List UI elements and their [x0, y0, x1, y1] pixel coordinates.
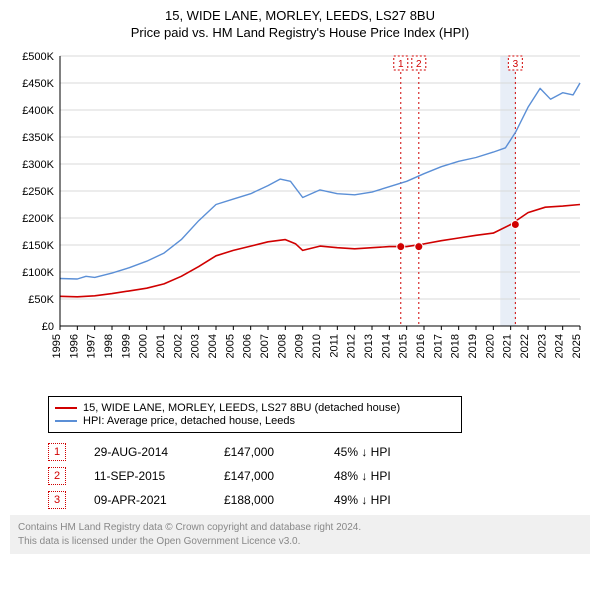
svg-text:2004: 2004	[207, 334, 219, 358]
svg-text:1996: 1996	[68, 334, 80, 358]
legend-label: HPI: Average price, detached house, Leed…	[83, 415, 295, 427]
svg-text:2001: 2001	[155, 334, 167, 358]
svg-text:1997: 1997	[86, 334, 98, 358]
svg-text:£350K: £350K	[22, 132, 54, 144]
svg-text:2008: 2008	[276, 334, 288, 358]
svg-text:2021: 2021	[502, 334, 514, 358]
event-hpi-diff: 45% ↓ HPI	[334, 445, 391, 459]
legend-label: 15, WIDE LANE, MORLEY, LEEDS, LS27 8BU (…	[83, 402, 400, 414]
event-price: £147,000	[224, 445, 334, 459]
svg-text:2019: 2019	[467, 334, 479, 358]
footer-note: Contains HM Land Registry data © Crown c…	[10, 515, 590, 554]
events-table: 1 29-AUG-2014£147,00045% ↓ HPI 2 11-SEP-201…	[48, 443, 590, 509]
event-row: 2 11-SEP-2015£147,00048% ↓ HPI	[48, 467, 590, 485]
svg-text:£200K: £200K	[22, 213, 54, 225]
footer-line1: Contains HM Land Registry data © Crown c…	[18, 521, 582, 535]
svg-text:1995: 1995	[51, 334, 63, 358]
legend-row: HPI: Average price, detached house, Leed…	[55, 415, 455, 427]
svg-text:2009: 2009	[294, 334, 306, 358]
svg-text:2024: 2024	[554, 334, 566, 358]
svg-text:£300K: £300K	[22, 159, 54, 171]
svg-text:2018: 2018	[450, 334, 462, 358]
svg-text:2015: 2015	[398, 334, 410, 358]
svg-text:2006: 2006	[242, 334, 254, 358]
page-subtitle: Price paid vs. HM Land Registry's House …	[10, 25, 590, 40]
legend-swatch	[55, 420, 77, 422]
event-price: £147,000	[224, 469, 334, 483]
event-date: 29-AUG-2014	[94, 445, 224, 459]
svg-text:2014: 2014	[380, 334, 392, 358]
svg-text:£400K: £400K	[22, 105, 54, 117]
svg-text:2: 2	[416, 59, 422, 70]
svg-text:2022: 2022	[519, 334, 531, 358]
svg-text:2011: 2011	[328, 334, 340, 358]
svg-text:2005: 2005	[224, 334, 236, 358]
event-marker-badge: 2	[48, 467, 66, 485]
svg-text:£250K: £250K	[22, 186, 54, 198]
event-marker-badge: 1	[48, 443, 66, 461]
svg-text:£50K: £50K	[28, 294, 54, 306]
svg-text:2025: 2025	[571, 334, 583, 358]
svg-text:£150K: £150K	[22, 240, 54, 252]
svg-text:2013: 2013	[363, 334, 375, 358]
svg-text:£500K: £500K	[22, 51, 54, 63]
svg-text:2000: 2000	[138, 334, 150, 358]
svg-text:2012: 2012	[346, 334, 358, 358]
svg-text:1: 1	[398, 59, 404, 70]
event-price: £188,000	[224, 493, 334, 507]
line-chart: £0 £50K £100K £150K £200K £250K £300K £350K £400…	[10, 46, 590, 386]
event-row: 1 29-AUG-2014£147,00045% ↓ HPI	[48, 443, 590, 461]
svg-text:2016: 2016	[415, 334, 427, 358]
svg-text:1999: 1999	[120, 334, 132, 358]
svg-text:£100K: £100K	[22, 267, 54, 279]
event-date: 11-SEP-2015	[94, 469, 224, 483]
svg-text:2007: 2007	[259, 334, 271, 358]
footer-line2: This data is licensed under the Open Gov…	[18, 535, 582, 549]
event-row: 3 09-APR-2021£188,00049% ↓ HPI	[48, 491, 590, 509]
svg-text:2020: 2020	[484, 334, 496, 358]
svg-text:2023: 2023	[536, 334, 548, 358]
event-date: 09-APR-2021	[94, 493, 224, 507]
page-title-address: 15, WIDE LANE, MORLEY, LEEDS, LS27 8BU	[10, 8, 590, 23]
svg-text:2017: 2017	[432, 334, 444, 358]
event-marker-badge: 3	[48, 491, 66, 509]
svg-text:£450K: £450K	[22, 78, 54, 90]
legend-row: 15, WIDE LANE, MORLEY, LEEDS, LS27 8BU (…	[55, 402, 455, 414]
event-hpi-diff: 49% ↓ HPI	[334, 493, 391, 507]
event-hpi-diff: 48% ↓ HPI	[334, 469, 391, 483]
svg-text:£0: £0	[42, 321, 54, 333]
svg-text:2010: 2010	[311, 334, 323, 358]
svg-text:1998: 1998	[103, 334, 115, 358]
svg-text:2002: 2002	[172, 334, 184, 358]
legend-swatch	[55, 407, 77, 409]
legend: 15, WIDE LANE, MORLEY, LEEDS, LS27 8BU (…	[48, 396, 462, 433]
svg-text:2003: 2003	[190, 334, 202, 358]
svg-text:3: 3	[513, 59, 519, 70]
